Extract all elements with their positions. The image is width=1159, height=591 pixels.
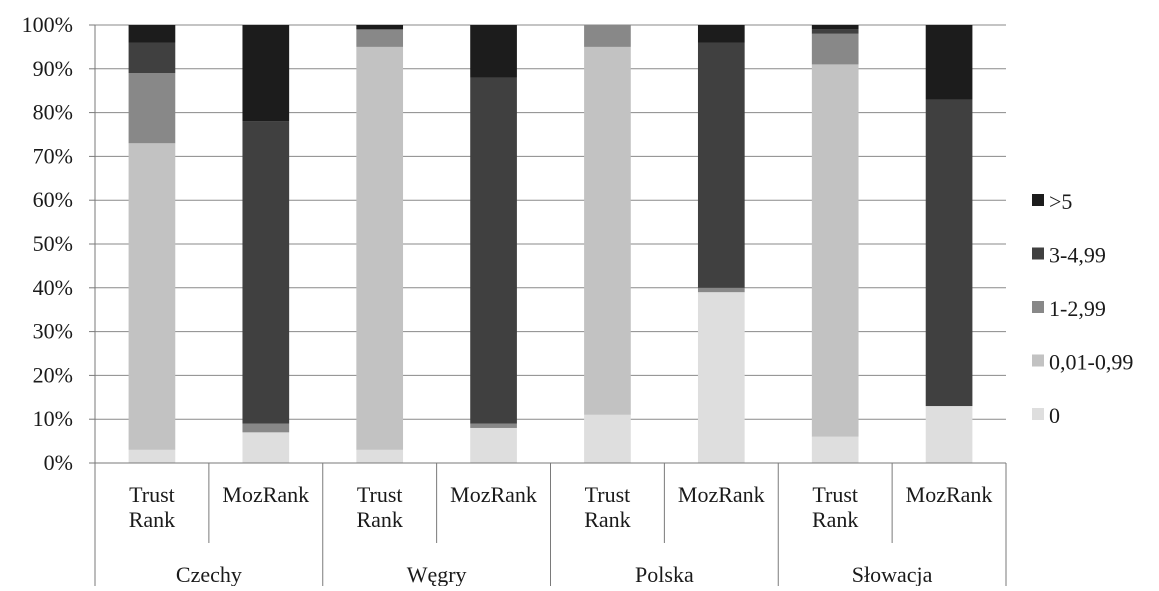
y-tick-label: 0%	[44, 450, 73, 475]
group-label: Węgry	[407, 562, 467, 586]
bar-category-label: MozRank	[678, 482, 765, 507]
bar-segment	[697, 42, 745, 288]
bar-category-label: Trust Rank	[356, 482, 402, 532]
bar-category-label: MozRank	[450, 482, 537, 507]
bar-segment	[128, 143, 176, 450]
y-tick-label: 50%	[33, 231, 73, 256]
y-tick-label: 20%	[33, 362, 73, 387]
bar-segment	[242, 25, 290, 122]
bar-segment	[356, 46, 404, 450]
bar-segment	[811, 64, 859, 437]
bar-segment	[925, 25, 973, 100]
bar-segment	[811, 33, 859, 65]
bar-segment	[584, 414, 631, 463]
bar-segment	[470, 77, 517, 424]
bar-segment	[584, 46, 631, 415]
legend-swatch	[1032, 354, 1044, 367]
y-tick-label: 90%	[33, 56, 73, 81]
y-tick-label: 10%	[33, 406, 73, 431]
legend: >5 3-4,99 1-2,99 0,01-0,99 0	[1032, 189, 1133, 428]
bar-segment	[811, 436, 859, 463]
bar-segment	[242, 121, 290, 424]
y-tick-label: 30%	[33, 319, 73, 344]
y-tick-label: 100%	[22, 12, 73, 37]
group-label: Słowacja	[852, 562, 933, 586]
bar-segment	[470, 427, 517, 463]
legend-label: 1-2,99	[1049, 296, 1106, 321]
y-tick-label: 70%	[33, 143, 73, 168]
legend-swatch	[1032, 247, 1044, 260]
legend-label: >5	[1049, 189, 1072, 214]
bar-segment	[128, 449, 176, 463]
bar-segment	[697, 25, 745, 43]
bar-segment	[584, 25, 631, 47]
legend-swatch	[1032, 301, 1044, 313]
legend-label: 3-4,99	[1049, 243, 1106, 268]
group-label: Czechy	[176, 562, 242, 586]
bar-segment	[356, 449, 404, 463]
legend-swatch	[1032, 408, 1044, 420]
legend-swatch	[1032, 194, 1044, 206]
bar-segment	[242, 423, 290, 433]
gridlines	[95, 24, 1006, 464]
bar-segment	[242, 432, 290, 463]
bar-segment	[925, 99, 973, 407]
bar-segment	[925, 406, 973, 463]
group-label: Polska	[635, 562, 694, 586]
y-tick-label: 40%	[33, 275, 73, 300]
bar-category-label: MozRank	[222, 482, 309, 507]
bar-segment	[470, 423, 517, 428]
legend-label: 0	[1049, 403, 1060, 428]
bar-segment	[128, 73, 176, 144]
bars	[128, 25, 973, 463]
legend-label: 0,01-0,99	[1049, 350, 1133, 375]
bar-segment	[811, 29, 859, 34]
bar-segment	[356, 25, 404, 30]
bar-category-label: Trust Rank	[812, 482, 858, 532]
bar-segment	[356, 29, 404, 47]
bar-segment	[697, 292, 745, 463]
bar-segment	[697, 287, 745, 293]
bar-category-label: MozRank	[906, 482, 993, 507]
bar-category-label: Trust Rank	[584, 482, 630, 532]
bar-category-label: Trust Rank	[129, 482, 175, 532]
bar-segment	[811, 25, 859, 30]
bar-segment	[128, 42, 176, 74]
y-tick-label: 80%	[33, 100, 73, 125]
bar-segment	[128, 25, 176, 43]
y-tick-label: 60%	[33, 187, 73, 212]
bar-segment	[470, 25, 517, 78]
axes: 0% 10% 20% 30% 40% 50% 60% 70% 80% 90% 100% Trust Ra…	[22, 12, 1007, 587]
